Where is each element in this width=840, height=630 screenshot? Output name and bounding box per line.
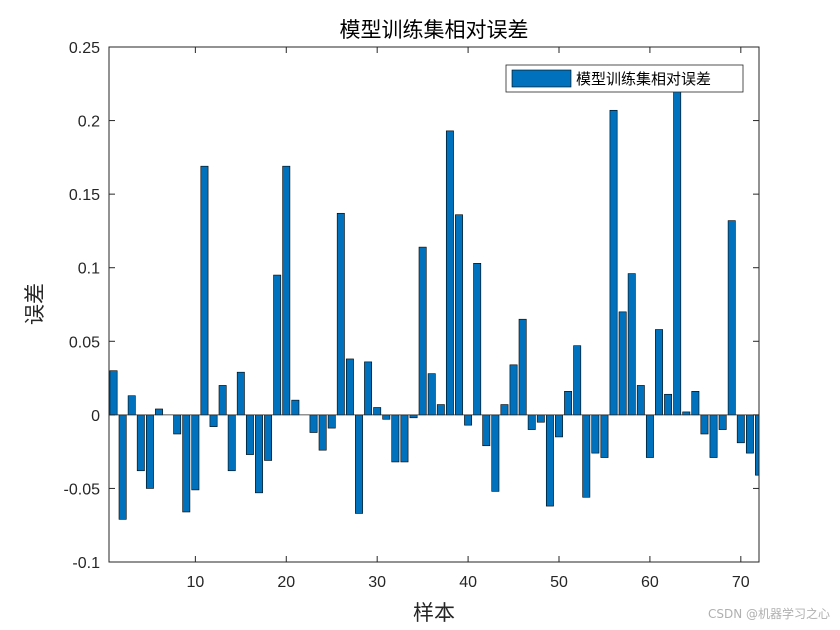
- bar: [345, 358, 354, 416]
- bar: [500, 404, 509, 416]
- bar: [127, 395, 136, 416]
- bar: [364, 361, 373, 416]
- bar: [545, 414, 554, 507]
- bar: [327, 414, 336, 429]
- bar: [427, 373, 436, 416]
- bar: [155, 408, 163, 416]
- bar: [227, 414, 236, 472]
- bar: [473, 262, 482, 416]
- legend: 模型训练集相对误差: [505, 64, 744, 93]
- bar: [336, 212, 345, 416]
- bar: [118, 414, 127, 520]
- y-axis-ticks: -0.1 -0.05 0 0.05 0.1 0.15 0.2 0.25: [64, 40, 759, 572]
- bar: [191, 414, 200, 491]
- bar: [509, 364, 518, 416]
- bar: [482, 414, 491, 447]
- bar: [109, 370, 118, 416]
- x-tick-label: 70: [732, 574, 750, 591]
- bar: [536, 414, 545, 423]
- legend-label: 模型训练集相对误差: [576, 70, 711, 88]
- y-tick-label: -0.05: [64, 481, 101, 498]
- bar: [664, 393, 673, 416]
- bar: [527, 414, 536, 430]
- bar: [600, 414, 609, 458]
- bar: [418, 246, 427, 416]
- bar: [591, 414, 600, 454]
- y-tick-label: 0.05: [69, 334, 100, 351]
- bar: [609, 109, 618, 416]
- bar: [745, 414, 754, 454]
- bar: [755, 414, 760, 476]
- bar: [700, 414, 709, 435]
- plot-area: [109, 47, 759, 562]
- bar: [636, 385, 645, 416]
- x-tick-label: 30: [368, 574, 386, 591]
- bar: [355, 414, 363, 514]
- bar: [555, 414, 563, 438]
- bar: [645, 414, 654, 458]
- bar: [391, 414, 400, 463]
- x-tick-label: 20: [277, 574, 295, 591]
- bar: [655, 329, 663, 416]
- legend-swatch: [511, 69, 572, 88]
- bar: [291, 399, 300, 416]
- bar: [518, 318, 527, 416]
- bar: [709, 414, 718, 458]
- bar: [264, 414, 273, 461]
- bar: [282, 165, 291, 416]
- bar: [200, 165, 209, 416]
- bar: [382, 414, 391, 420]
- bar: [718, 414, 727, 430]
- bar: [436, 404, 445, 416]
- bar: [173, 414, 182, 435]
- bar: [736, 414, 745, 444]
- bar: [445, 130, 454, 416]
- y-tick-label: 0.25: [69, 40, 100, 57]
- bar: [455, 214, 463, 416]
- y-tick-label: 0: [91, 408, 100, 425]
- bar: [273, 274, 282, 416]
- bar: [136, 414, 145, 472]
- bar: [682, 411, 691, 416]
- bar: [309, 414, 318, 433]
- y-tick-label: -0.1: [72, 555, 100, 572]
- y-tick-label: 0.15: [69, 187, 100, 204]
- bar: [318, 414, 327, 451]
- x-tick-label: 50: [550, 574, 568, 591]
- bar: [618, 311, 627, 416]
- bar: [564, 391, 573, 416]
- bar: [573, 345, 582, 416]
- y-tick-label: 0.1: [78, 261, 100, 278]
- bar: [400, 414, 409, 463]
- bar: [145, 414, 154, 489]
- bar: [218, 385, 227, 416]
- bar: [627, 273, 636, 416]
- chart-title: 模型训练集相对误差: [340, 18, 529, 42]
- bar: [182, 414, 191, 513]
- bar: [464, 414, 473, 426]
- x-axis-ticks: 10 20 30 40 50 60 70: [186, 47, 750, 591]
- bar: [491, 414, 500, 492]
- bar: [727, 220, 736, 416]
- x-tick-label: 40: [459, 574, 477, 591]
- bar: [582, 414, 591, 498]
- bar: [236, 371, 245, 416]
- bar: [673, 68, 682, 416]
- bar: [245, 414, 254, 455]
- bar: [373, 407, 382, 416]
- x-tick-label: 10: [186, 574, 204, 591]
- x-tick-label: 60: [641, 574, 659, 591]
- y-tick-label: 0.2: [78, 114, 100, 131]
- watermark: CSDN @机器学习之心: [707, 607, 830, 621]
- x-axis-label: 样本: [413, 601, 455, 625]
- bar: [691, 391, 700, 416]
- bar: [409, 414, 418, 419]
- y-axis-label: 误差: [23, 283, 47, 325]
- plot-frame: [108, 46, 760, 563]
- bar: [209, 414, 218, 427]
- bar: [255, 414, 263, 494]
